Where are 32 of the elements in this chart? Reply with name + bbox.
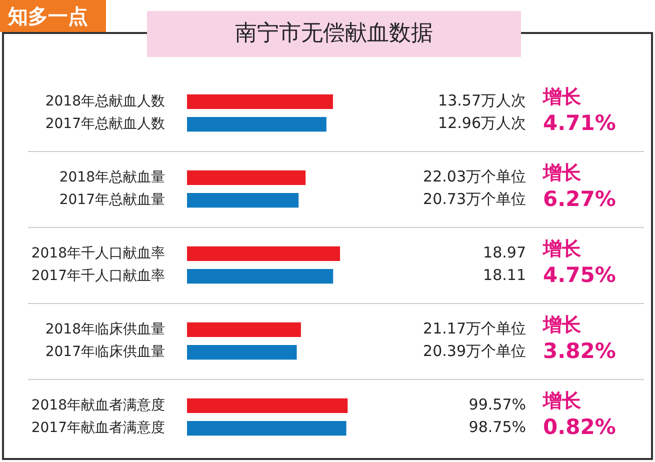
text: 增长 [543, 313, 582, 338]
y-tick-label: 2018年千人口献血率 [31, 245, 165, 262]
y-tick-label: 2017年千人口献血率 [31, 268, 165, 284]
y-tick-label: 2018年献血者满意度 [31, 397, 165, 414]
text: 4.71% [543, 110, 616, 136]
data-label: 99.57% [468, 396, 526, 414]
text: 0.82% [543, 414, 616, 440]
data-label: 20.73万个单位 [423, 190, 526, 208]
y-tick-label: 2017年献血者满意度 [31, 420, 165, 436]
text: 4.75% [543, 262, 616, 288]
text: 南宁市无偿献血数据 [147, 11, 521, 57]
text: 6.27% [543, 186, 616, 212]
data-label: 98.75% [468, 418, 526, 436]
text: 增长 [543, 237, 582, 262]
y-tick-label: 2017年总献血人数 [45, 116, 165, 132]
data-label: 12.96万人次 [438, 114, 526, 132]
text: 知多一点 [0, 0, 106, 32]
text: 增长 [543, 161, 582, 186]
data-label: 21.17万个单位 [423, 320, 526, 338]
y-tick-label: 2017年临床供血量 [45, 344, 165, 360]
data-label: 20.39万个单位 [423, 342, 526, 360]
y-tick-label: 2018年总献血人数 [45, 93, 165, 110]
text: 3.82% [543, 338, 616, 364]
y-tick-label: 2018年总献血量 [59, 169, 165, 186]
data-label: 13.57万人次 [438, 92, 526, 110]
data-label: 22.03万个单位 [423, 168, 526, 186]
data-label: 18.11 [483, 266, 526, 284]
y-tick-label: 2018年临床供血量 [45, 321, 165, 338]
text: 增长 [543, 85, 582, 110]
data-label: 18.97 [483, 244, 526, 262]
text: 增长 [543, 389, 582, 414]
y-tick-label: 2017年总献血量 [59, 192, 165, 208]
